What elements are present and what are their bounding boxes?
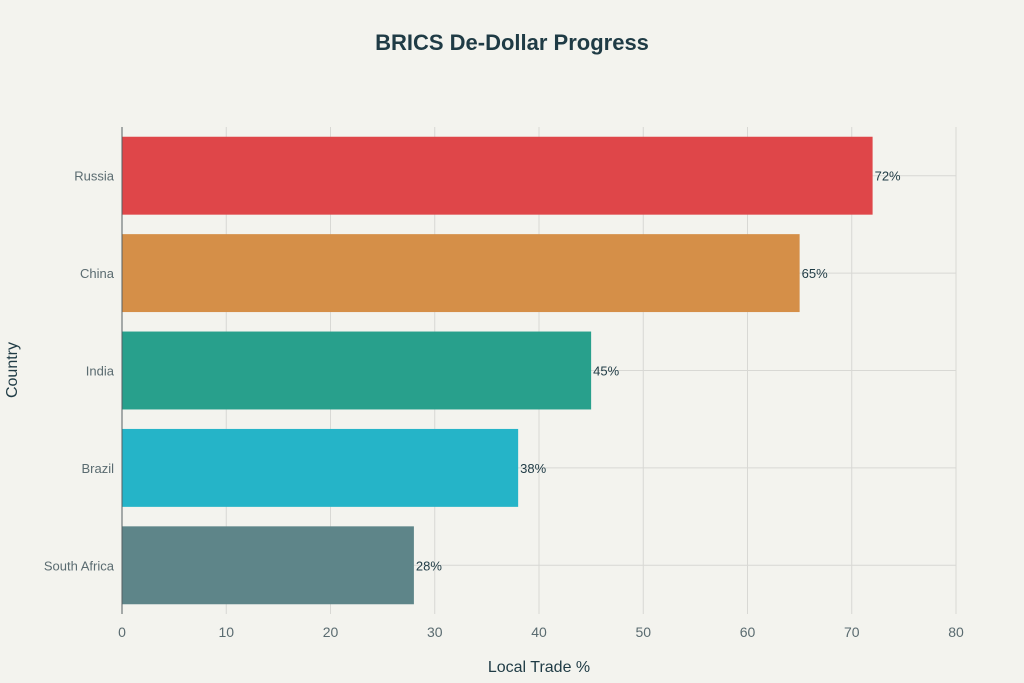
y-tick-label: India bbox=[86, 364, 115, 379]
x-tick-label: 20 bbox=[323, 624, 339, 640]
y-tick-label: Russia bbox=[74, 169, 115, 184]
y-tick-label: China bbox=[80, 266, 115, 281]
bar-india bbox=[122, 331, 592, 410]
bar-russia bbox=[122, 136, 873, 215]
data-label: 28% bbox=[416, 558, 442, 573]
y-tick-label: South Africa bbox=[44, 558, 115, 573]
x-axis-label: Local Trade % bbox=[488, 659, 590, 676]
data-label: 72% bbox=[875, 169, 901, 184]
x-tick-label: 0 bbox=[118, 624, 126, 640]
data-label: 38% bbox=[520, 461, 546, 476]
x-tick-label: 60 bbox=[740, 624, 756, 640]
chart-title: BRICS De-Dollar Progress bbox=[375, 30, 649, 55]
x-tick-label: 50 bbox=[635, 624, 651, 640]
data-label: 65% bbox=[802, 266, 828, 281]
axes: 0 10 20 30 40 50 60 70 80 Russia China India Brazil S… bbox=[44, 127, 964, 640]
bar-south-africa bbox=[122, 526, 414, 605]
x-tick-label: 70 bbox=[844, 624, 860, 640]
x-tick-label: 10 bbox=[218, 624, 234, 640]
x-tick-label: 40 bbox=[531, 624, 547, 640]
x-tick-label: 80 bbox=[948, 624, 964, 640]
data-labels: 72% 65% 45% 38% 28% bbox=[416, 169, 901, 574]
bar-brazil bbox=[122, 428, 519, 507]
y-tick-label: Brazil bbox=[81, 461, 114, 476]
y-axis-label: Country bbox=[4, 342, 21, 398]
data-label: 45% bbox=[593, 364, 619, 379]
x-tick-label: 30 bbox=[427, 624, 443, 640]
bar-china bbox=[122, 234, 800, 313]
bars bbox=[122, 136, 873, 605]
